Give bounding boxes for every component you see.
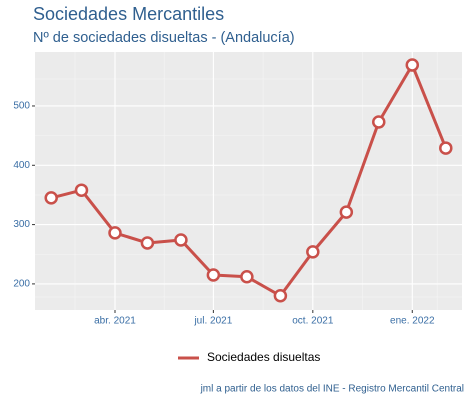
point: [273, 289, 288, 303]
point: [439, 141, 453, 155]
point: [44, 191, 58, 205]
chart-title: Sociedades Mercantiles: [33, 4, 224, 24]
legend-label: Sociedades disueltas: [207, 350, 320, 364]
point: [372, 115, 386, 129]
x-tick-label: ene. 2022: [390, 316, 435, 327]
chart-subtitle: Nº de sociedades disueltas - (Andalucía): [33, 30, 295, 46]
point: [405, 58, 420, 72]
point: [140, 236, 155, 250]
x-tick-label: jul. 2021: [193, 316, 232, 327]
y-tick-label: 300: [13, 219, 30, 230]
x-tick-label: abr. 2021: [94, 316, 136, 327]
point: [108, 226, 122, 240]
y-tick-label: 500: [13, 101, 30, 112]
point: [174, 233, 188, 247]
x-tick-label: oct. 2021: [292, 316, 334, 327]
point: [339, 205, 354, 219]
point: [74, 183, 89, 197]
point: [206, 268, 221, 282]
point: [240, 270, 254, 284]
point: [306, 245, 320, 259]
plot-background: [35, 52, 462, 310]
y-tick-label: 400: [13, 160, 30, 171]
caption: jml a partir de los datos del INE - Regi…: [200, 384, 464, 395]
y-tick-label: 200: [13, 279, 30, 290]
